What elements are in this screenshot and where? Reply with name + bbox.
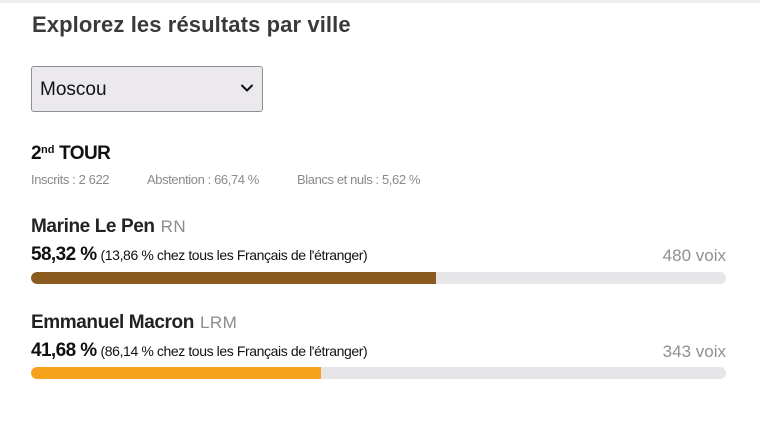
- candidate-bar-track: [31, 367, 726, 379]
- round-number: 2: [31, 143, 42, 164]
- candidate-bar-fill: [31, 367, 321, 379]
- candidate-name-row: Marine Le Pen RN: [31, 216, 186, 238]
- candidate-name: Emmanuel Macron: [31, 312, 194, 333]
- stat-abstention: Abstention : 66,74 %: [147, 172, 259, 187]
- stat-blancs-nuls: Blancs et nuls : 5,62 %: [297, 172, 421, 187]
- candidate-bar-fill: [31, 272, 437, 284]
- round-label: 2nd TOUR: [31, 143, 111, 165]
- city-select[interactable]: Moscou: [31, 66, 263, 112]
- candidate-result-row: 58,32 % (13,86 % chez tous les Français d…: [31, 244, 368, 266]
- candidate-party: LRM: [199, 313, 238, 332]
- candidate-votes: 480 voix: [662, 246, 726, 265]
- candidate-votes: 343 voix: [662, 342, 726, 361]
- candidate-name: Marine Le Pen: [31, 216, 155, 237]
- candidate-bar-track: [31, 272, 726, 284]
- round-ordinal-suffix: nd: [40, 144, 55, 156]
- page-title: Explorez les résultats par ville: [32, 12, 351, 37]
- candidate-party: RN: [160, 217, 187, 236]
- candidate-detail: (86,14 % chez tous les Français de l'étr…: [100, 343, 368, 359]
- stat-inscrits: Inscrits : 2 622: [31, 172, 110, 187]
- candidate-percent: 58,32 %: [31, 244, 97, 265]
- candidate-name-row: Emmanuel Macron LRM: [31, 312, 237, 334]
- round-word: TOUR: [59, 143, 111, 164]
- top-divider: [0, 0, 760, 3]
- city-select-value: Moscou: [40, 79, 107, 100]
- candidate-percent: 41,68 %: [31, 340, 97, 361]
- candidate-result-row: 41,68 % (86,14 % chez tous les Français d…: [31, 340, 368, 362]
- chevron-down-icon: [241, 84, 253, 92]
- candidate-detail: (13,86 % chez tous les Français de l'étr…: [100, 247, 368, 263]
